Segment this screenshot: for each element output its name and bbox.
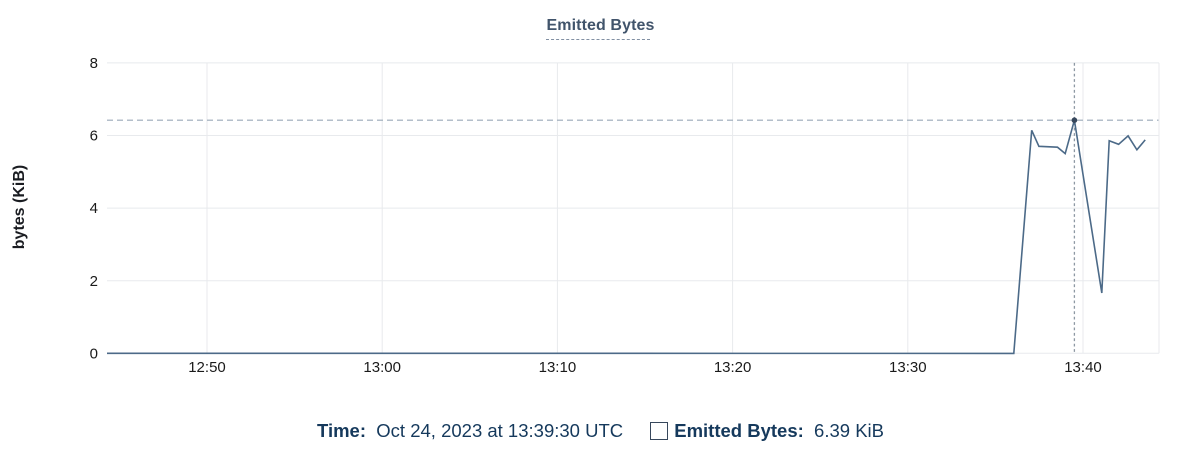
svg-text:4: 4 — [90, 200, 98, 217]
svg-text:6: 6 — [90, 128, 98, 145]
svg-text:13:30: 13:30 — [889, 359, 927, 376]
svg-text:13:40: 13:40 — [1064, 359, 1102, 376]
svg-text:0: 0 — [90, 345, 98, 362]
svg-text:12:50: 12:50 — [188, 359, 226, 376]
svg-text:8: 8 — [90, 55, 98, 72]
svg-text:13:10: 13:10 — [539, 359, 577, 376]
svg-text:13:00: 13:00 — [363, 359, 401, 376]
svg-text:2: 2 — [90, 273, 98, 290]
svg-text:13:20: 13:20 — [714, 359, 752, 376]
